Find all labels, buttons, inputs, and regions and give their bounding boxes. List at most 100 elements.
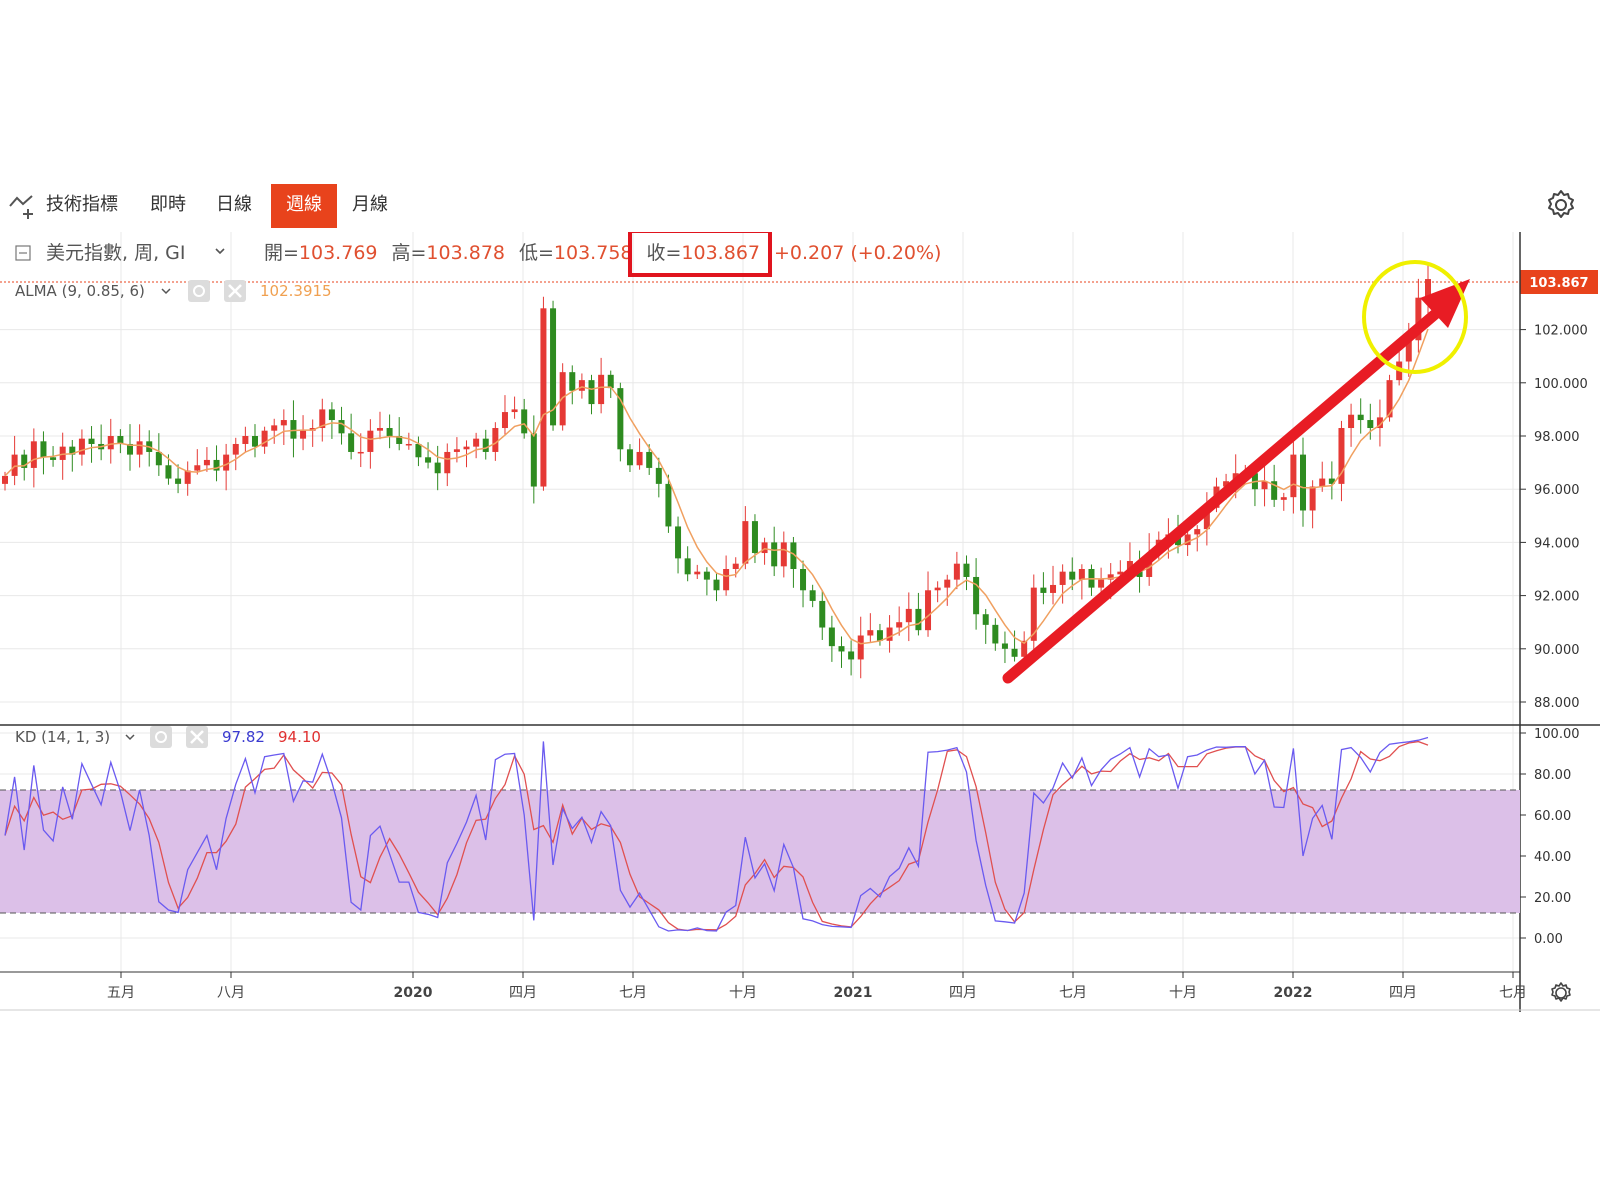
candle-body [242, 436, 249, 444]
candle-body [1261, 481, 1268, 490]
candle-body [1011, 648, 1018, 657]
candle-body [386, 428, 393, 436]
kd-settings-icon[interactable] [150, 726, 172, 748]
price-axis-label: 92.000 [1534, 590, 1580, 605]
candle-body [982, 614, 989, 625]
candle-body [550, 308, 557, 426]
time-axis-label: 七月 [1499, 985, 1527, 1001]
time-axis-label: 八月 [217, 985, 245, 1001]
kd-label[interactable]: KD (14, 1, 3) [15, 728, 110, 746]
candle-body [232, 443, 239, 455]
candle-body [1357, 414, 1364, 421]
candle-body [473, 438, 480, 447]
candle-body [88, 438, 95, 444]
candle-body [165, 465, 172, 479]
candle-body [723, 569, 730, 591]
candle-body [1184, 534, 1191, 546]
candle-body [194, 465, 201, 471]
alma-label[interactable]: ALMA (9, 0.85, 6) [15, 282, 145, 300]
candle-body [694, 571, 701, 575]
candle-body [848, 651, 855, 660]
tab-weekly[interactable]: 週線 [271, 184, 337, 228]
candle-body [1040, 587, 1047, 593]
candle-body [30, 441, 37, 468]
kd-axis-label: 40.00 [1534, 850, 1571, 865]
candle-body [1300, 454, 1307, 511]
candle-body [953, 563, 960, 580]
candle-body [905, 608, 912, 623]
chart-toolbar: 技術指標 即時 日線 週線 月線 [0, 184, 1600, 228]
candle-body [867, 630, 874, 636]
candle-body [319, 409, 326, 429]
candle-body [857, 635, 864, 660]
candle-body [569, 372, 576, 391]
ohlc-values: 開=103.769 高=103.878 低=103.758 收=103.867 +0.2… [264, 242, 941, 264]
candle-body [771, 542, 778, 567]
candle-body [117, 436, 124, 444]
uptrend-arrow-head [1420, 279, 1470, 328]
indicators-label: 技術指標 [46, 194, 118, 215]
candle-body [107, 436, 114, 450]
candle-body [819, 600, 826, 628]
symbol-label[interactable]: 美元指數, 周, GI [46, 242, 186, 264]
kd-k-line [4, 736, 1429, 932]
candle-body [482, 438, 489, 452]
candle-body [540, 308, 547, 487]
symbol-chevron-down-icon[interactable] [215, 248, 225, 255]
candle-body [251, 436, 258, 447]
time-axis-label: 七月 [619, 985, 647, 1001]
candle-body [367, 430, 374, 452]
indicators-icon [9, 195, 33, 219]
candle-body [405, 443, 412, 446]
candle-body [925, 590, 932, 631]
time-axis-settings-icon[interactable] [1551, 982, 1571, 1002]
candle-body [1425, 279, 1431, 298]
candle-body [271, 425, 278, 431]
candle-body [1386, 380, 1393, 418]
candle-body [896, 622, 903, 628]
candle-body [1021, 640, 1028, 657]
price-axis-labels: 88.000 90.000 92.000 94.000 96.000 98.000 100.… [1520, 324, 1588, 711]
candle-body [1069, 571, 1076, 580]
candle-body [1050, 584, 1057, 593]
candle-body [463, 446, 470, 450]
kd-axis-label: 0.00 [1534, 932, 1563, 947]
candle-body [444, 451, 451, 474]
candle-body [376, 428, 383, 431]
candle-body [1098, 579, 1105, 588]
price-chart: 103.867 88.000 90.000 92.000 94.000 96.000 98… [0, 229, 1600, 1012]
candle-body [328, 409, 335, 421]
kd-axis-labels: 0.00 20.00 40.00 60.00 80.00 100.00 [1520, 727, 1580, 947]
settings-gear-icon[interactable] [1544, 188, 1578, 222]
candle-body [434, 462, 441, 474]
candle-body [800, 569, 807, 591]
tab-monthly[interactable]: 月線 [352, 194, 388, 215]
candle-body [69, 446, 76, 455]
alma-settings-icon[interactable] [188, 280, 210, 302]
candle-body [203, 459, 210, 466]
candle-body [280, 420, 287, 426]
price-axis-label: 102.000 [1534, 324, 1588, 339]
indicators-button[interactable]: 技術指標 [8, 184, 126, 228]
tab-daily[interactable]: 日線 [216, 194, 252, 215]
tab-realtime[interactable]: 即時 [150, 194, 186, 215]
price-axis-label: 96.000 [1534, 483, 1580, 498]
time-axis-label: 2020 [394, 985, 433, 1001]
collapse-icon[interactable] [15, 245, 31, 261]
candle-body [973, 576, 980, 615]
candle-body [1223, 481, 1230, 487]
candle-body [425, 457, 432, 463]
price-axis-label: 94.000 [1534, 536, 1580, 551]
candle-body [646, 451, 653, 468]
candle-body [175, 478, 182, 484]
candle-body [1280, 497, 1287, 500]
time-axis-label: 七月 [1059, 985, 1087, 1001]
candle-body [732, 563, 739, 569]
highlight-circle [1362, 260, 1468, 374]
candle-body [1348, 414, 1355, 429]
kd-axis-label: 80.00 [1534, 768, 1571, 783]
candle-body [290, 420, 297, 439]
last-price-tag [1520, 270, 1598, 294]
candle-body [636, 451, 643, 466]
candle-body [751, 521, 758, 554]
